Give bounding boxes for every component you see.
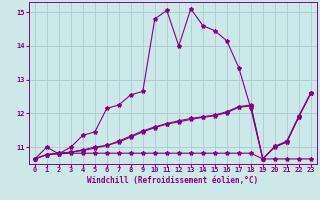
X-axis label: Windchill (Refroidissement éolien,°C): Windchill (Refroidissement éolien,°C) — [87, 176, 258, 185]
